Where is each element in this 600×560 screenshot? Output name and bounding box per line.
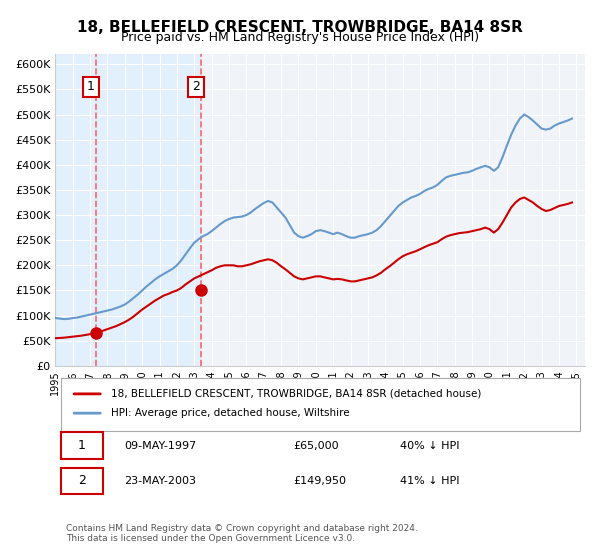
Text: 1: 1	[87, 81, 95, 94]
Bar	[55, 54, 96, 366]
Bar	[96, 54, 201, 366]
Text: £149,950: £149,950	[293, 475, 347, 486]
Text: 23-MAY-2003: 23-MAY-2003	[124, 475, 196, 486]
Text: 41% ↓ HPI: 41% ↓ HPI	[400, 475, 459, 486]
FancyBboxPatch shape	[61, 468, 103, 494]
Text: Price paid vs. HM Land Registry's House Price Index (HPI): Price paid vs. HM Land Registry's House …	[121, 31, 479, 44]
Text: 09-MAY-1997: 09-MAY-1997	[124, 441, 196, 451]
FancyBboxPatch shape	[61, 378, 580, 431]
Text: 18, BELLEFIELD CRESCENT, TROWBRIDGE, BA14 8SR: 18, BELLEFIELD CRESCENT, TROWBRIDGE, BA1…	[77, 20, 523, 35]
Text: 18, BELLEFIELD CRESCENT, TROWBRIDGE, BA14 8SR (detached house): 18, BELLEFIELD CRESCENT, TROWBRIDGE, BA1…	[111, 389, 481, 399]
Text: 1: 1	[78, 439, 86, 452]
FancyBboxPatch shape	[61, 432, 103, 459]
Text: HPI: Average price, detached house, Wiltshire: HPI: Average price, detached house, Wilt…	[111, 408, 350, 418]
Text: Contains HM Land Registry data © Crown copyright and database right 2024.
This d: Contains HM Land Registry data © Crown c…	[66, 524, 418, 543]
Text: 40% ↓ HPI: 40% ↓ HPI	[400, 441, 459, 451]
Text: 2: 2	[78, 474, 86, 487]
Text: 2: 2	[192, 81, 200, 94]
Text: £65,000: £65,000	[293, 441, 340, 451]
